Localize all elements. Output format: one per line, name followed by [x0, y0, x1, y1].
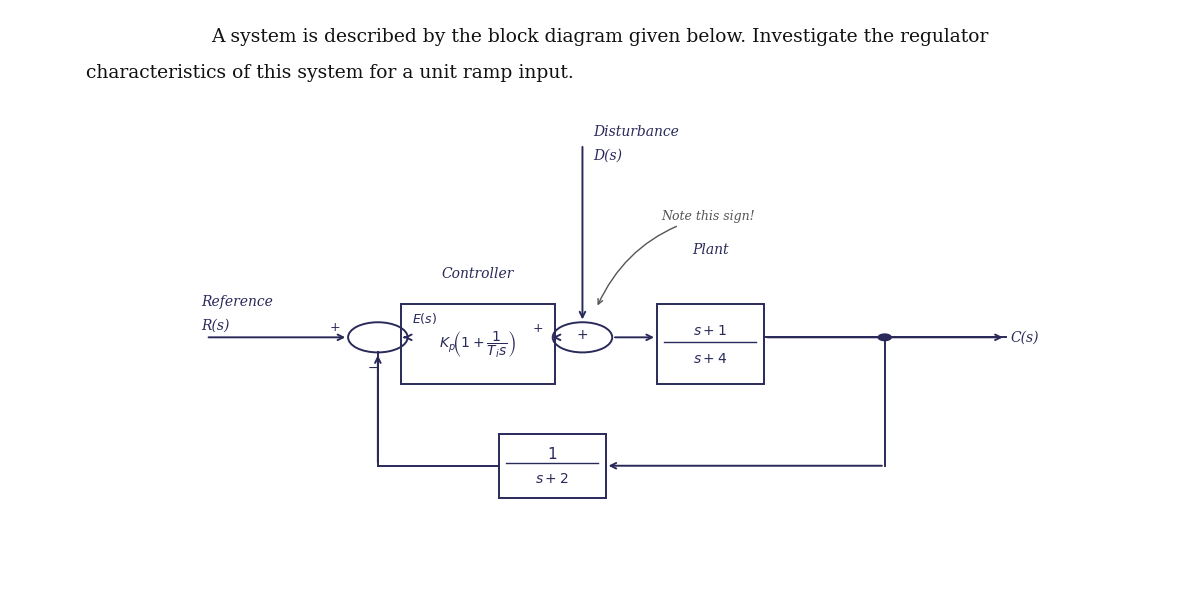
Text: $K_p\!\left(1+\dfrac{1}{T_i s}\right)$: $K_p\!\left(1+\dfrac{1}{T_i s}\right)$ [439, 329, 516, 360]
Text: +: + [533, 323, 544, 335]
Text: $s+2$: $s+2$ [535, 472, 569, 486]
Text: C(s): C(s) [1010, 330, 1039, 345]
Text: Controller: Controller [442, 267, 514, 281]
Text: Disturbance: Disturbance [594, 125, 679, 140]
Text: Note this sign!: Note this sign! [598, 209, 755, 304]
Text: Plant: Plant [692, 243, 728, 257]
Text: $s+1$: $s+1$ [694, 324, 727, 338]
Text: A system is described by the block diagram given below. Investigate the regulato: A system is described by the block diagr… [211, 28, 989, 45]
Bar [401, 304, 554, 384]
Text: characteristics of this system for a unit ramp input.: characteristics of this system for a uni… [86, 64, 574, 82]
Text: $1$: $1$ [547, 446, 557, 462]
Text: R(s): R(s) [202, 319, 229, 332]
Bar [499, 434, 606, 498]
Bar [656, 304, 763, 384]
Text: $s+4$: $s+4$ [694, 351, 727, 365]
Text: −: − [368, 362, 378, 375]
Text: +: + [330, 321, 341, 334]
Circle shape [878, 334, 892, 341]
Text: +: + [577, 328, 588, 342]
Text: D(s): D(s) [594, 149, 623, 163]
Text: $E(s)$: $E(s)$ [413, 310, 437, 326]
Text: Reference: Reference [202, 295, 274, 309]
